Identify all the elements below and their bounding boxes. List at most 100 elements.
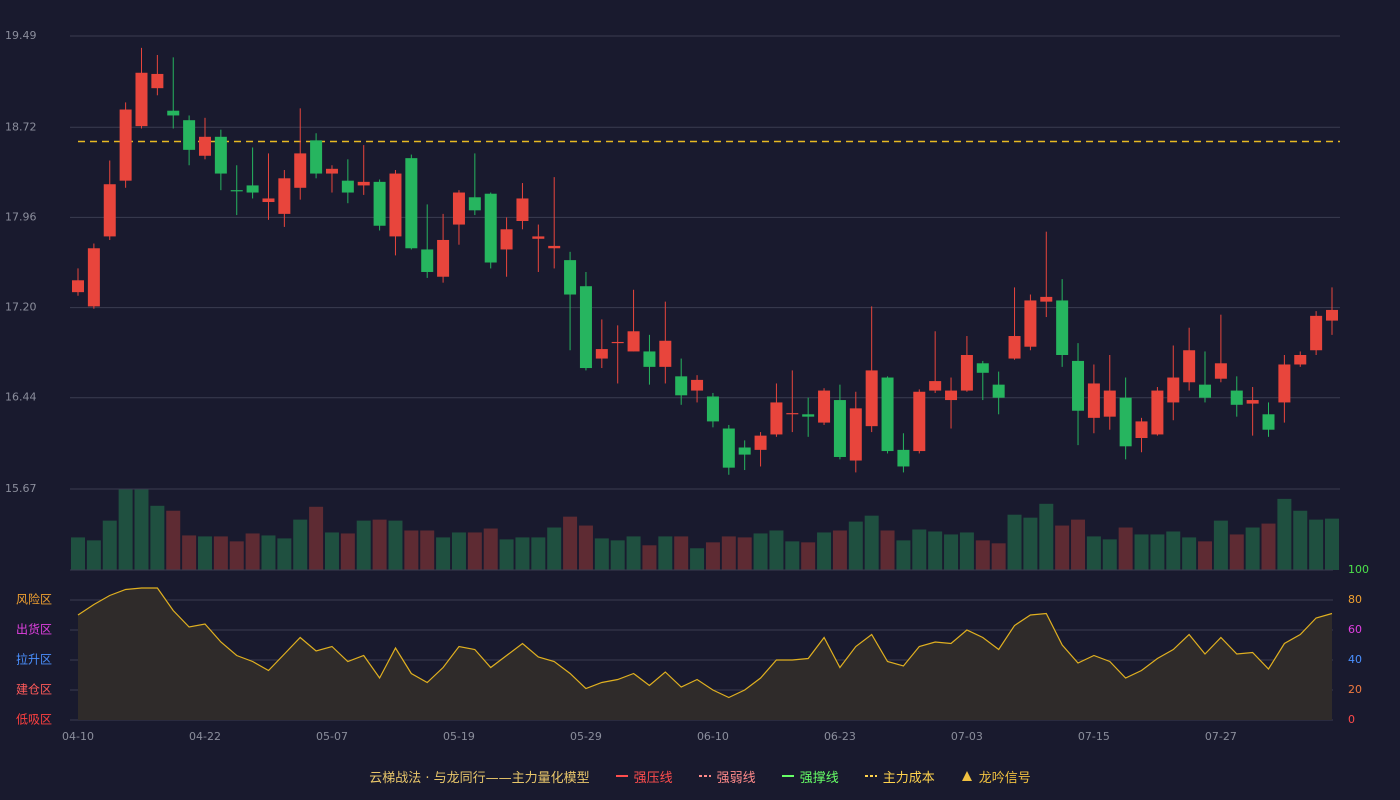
y-tick-label: 17.20 <box>5 301 37 314</box>
volume-bar <box>102 520 117 570</box>
volume-bar <box>801 542 816 570</box>
candle-body <box>1151 390 1164 435</box>
volume-bar <box>658 536 673 570</box>
y-tick-label: 20 <box>1348 683 1362 696</box>
volume-bar <box>261 535 276 570</box>
legend-item[interactable]: 主力成本 <box>864 767 935 786</box>
volume-bar <box>832 530 847 570</box>
volume-bar <box>1118 527 1133 570</box>
volume-bar <box>531 537 546 570</box>
candle-body <box>929 381 942 391</box>
volume-bar <box>118 489 133 570</box>
candle-body <box>151 73 164 89</box>
legend-item[interactable]: 强压线 <box>615 767 673 786</box>
volume-bar <box>1198 541 1213 570</box>
volume-bar <box>785 541 800 570</box>
candle-body <box>770 402 783 435</box>
volume-bar <box>404 530 419 570</box>
candle-body <box>897 449 910 467</box>
volume-bar <box>293 519 308 570</box>
candle-body <box>579 286 592 369</box>
volume-bar <box>197 536 212 570</box>
volume-bar <box>848 521 863 570</box>
candle-body <box>865 370 878 427</box>
candle-body <box>627 331 640 352</box>
zone-label: 低吸区 <box>16 713 52 727</box>
legend-item[interactable]: 强弱线 <box>698 767 756 786</box>
candle-body <box>484 193 497 263</box>
candle-body <box>230 190 243 192</box>
candle-body <box>421 249 434 272</box>
candle-body <box>611 341 624 344</box>
volume-bar <box>1293 510 1308 570</box>
candle-body <box>198 136 211 156</box>
y-tick-label: 18.72 <box>5 120 37 133</box>
volume-bar <box>324 532 339 570</box>
candle-body <box>262 198 275 203</box>
volume-bar <box>309 506 324 570</box>
volume-bar <box>166 510 181 570</box>
candle-body <box>167 110 180 116</box>
volume-bar <box>737 537 752 570</box>
x-tick-label: 07-27 <box>1205 730 1237 743</box>
legend-swatch <box>781 775 794 777</box>
y-tick-label: 15.67 <box>5 482 37 495</box>
y-tick-label: 17.96 <box>5 210 37 223</box>
candle-body <box>754 435 767 450</box>
volume-bar <box>626 536 641 570</box>
candle-body <box>1056 300 1069 355</box>
volume-bar <box>547 527 562 570</box>
volume-bar <box>1166 531 1181 570</box>
volume-bar <box>642 545 657 570</box>
volume-bar <box>610 540 625 570</box>
candle-body <box>72 280 84 293</box>
legend-swatch <box>864 775 877 777</box>
volume-bar <box>1039 503 1054 570</box>
x-tick-label: 05-19 <box>443 730 475 743</box>
candle-body <box>1087 383 1100 418</box>
candle-body <box>960 354 973 391</box>
volume-bar <box>499 539 514 570</box>
legend-item[interactable]: 龙吟信号 <box>961 767 1031 786</box>
volume-bar <box>594 538 609 570</box>
volume-bar <box>451 532 466 570</box>
volume-bar <box>769 530 784 570</box>
candle-body <box>976 363 989 373</box>
volume-bar <box>944 534 959 570</box>
indicator-area <box>78 588 1332 720</box>
volume-bar <box>1182 537 1197 570</box>
volume-bar <box>1150 534 1165 570</box>
zone-label: 出货区 <box>16 622 52 637</box>
y-tick-label: 16.44 <box>5 391 37 404</box>
candle-body <box>564 260 577 295</box>
candle-body <box>913 391 926 452</box>
candle-body <box>1167 377 1180 403</box>
x-tick-label: 05-29 <box>570 730 602 743</box>
volume-bar <box>928 531 943 570</box>
legend-swatch <box>961 771 972 781</box>
y-tick-label: 100 <box>1348 563 1369 576</box>
volume-bar <box>578 525 593 570</box>
volume-bar <box>817 532 832 570</box>
candle-body <box>119 109 132 181</box>
candle-body <box>294 153 307 188</box>
candle-body <box>659 340 672 367</box>
candle-body <box>738 447 751 455</box>
zone-label: 风险区 <box>16 592 52 607</box>
candle-body <box>643 351 656 367</box>
volume-bar <box>356 520 371 570</box>
candle-body <box>341 180 354 193</box>
x-tick-label: 04-10 <box>62 730 94 743</box>
legend-label: 强压线 <box>633 770 673 786</box>
candle-body <box>405 158 418 249</box>
volume-bar <box>420 530 435 570</box>
candle-body <box>1326 309 1338 321</box>
legend-item[interactable]: 强撑线 <box>781 767 839 786</box>
indicator-line <box>77 587 1333 699</box>
candle-body <box>548 245 561 249</box>
volume-bar <box>880 530 895 570</box>
volume-bar <box>975 540 990 570</box>
volume-bar <box>705 542 720 570</box>
candle-body <box>1008 336 1021 359</box>
volume-bar <box>150 505 165 570</box>
